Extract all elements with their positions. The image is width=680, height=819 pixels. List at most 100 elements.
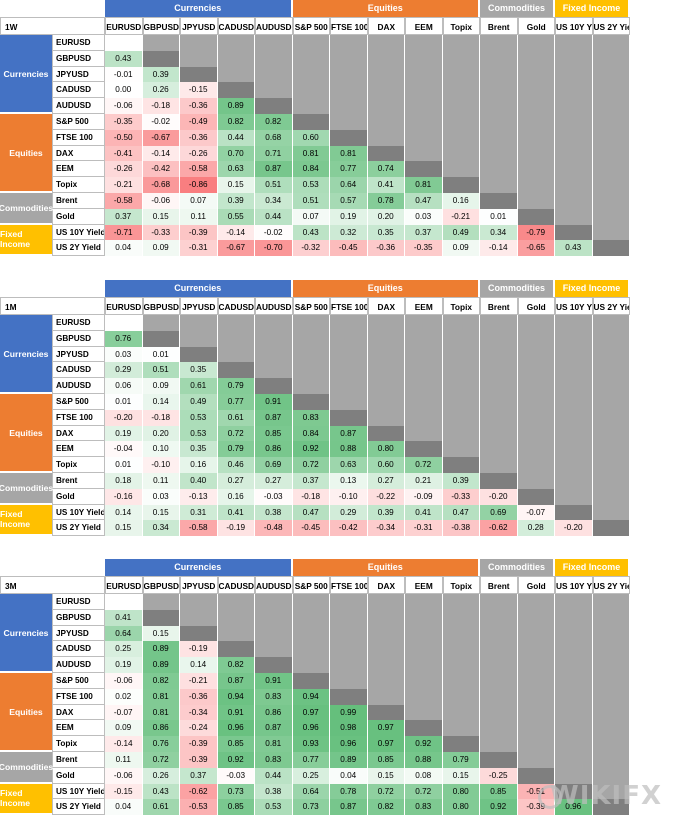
correlation-cell: 0.53 (255, 799, 293, 816)
blank-upper-cell (330, 641, 368, 658)
blank-upper-cell (405, 66, 443, 83)
diagonal-cell (480, 472, 518, 489)
correlation-cell: 0.82 (217, 657, 255, 673)
row-label: DAX (52, 425, 105, 442)
blank-upper-cell (367, 609, 405, 626)
column-header: EEM (405, 17, 443, 35)
blank-upper-cell (555, 378, 593, 394)
correlation-cell: 0.34 (480, 224, 518, 241)
blank-upper-cell (217, 346, 255, 363)
blank-upper-cell (480, 346, 518, 363)
blank-upper-cell (367, 625, 405, 642)
correlation-cell: 0.72 (367, 783, 405, 800)
row-label: CADUSD (52, 362, 105, 379)
correlation-cell: -0.14 (105, 736, 143, 752)
diagonal-cell (217, 362, 255, 379)
correlation-cell: -0.35 (105, 113, 143, 130)
correlation-cell: -0.36 (180, 98, 218, 114)
diagonal-cell (292, 393, 330, 410)
blank-upper-cell (292, 362, 330, 379)
blank-upper-cell (517, 346, 555, 363)
correlation-cell: -0.03 (255, 488, 293, 505)
correlation-cell: 0.43 (555, 240, 593, 257)
blank-upper-cell (292, 641, 330, 658)
diagonal-cell (105, 315, 143, 331)
correlation-cell: 0.15 (105, 520, 143, 537)
blank-upper-cell (592, 657, 630, 673)
row-label: US 2Y Yield (52, 799, 105, 816)
row-label: Gold (52, 767, 105, 784)
column-header: S&P 500 (292, 297, 330, 315)
blank-upper-cell (330, 672, 368, 689)
blank-upper-cell (255, 35, 293, 51)
correlation-cell: 0.69 (480, 504, 518, 521)
diagonal-cell (592, 520, 630, 537)
blank-upper-cell (592, 82, 630, 99)
table-row: US 2Y Yield 0.15 0.34 -0.58 -0.19 -0.48 -0.45-… (0, 520, 680, 537)
row-label: GBPUSD (52, 50, 105, 67)
correlation-cell: 0.57 (330, 192, 368, 209)
blank-upper-cell (367, 393, 405, 410)
header-blank (0, 559, 105, 576)
column-header: Brent (480, 297, 518, 315)
correlation-cell: 0.89 (217, 98, 255, 114)
blank-upper-cell (330, 50, 368, 67)
blank-upper-cell (367, 113, 405, 130)
diagonal-cell (367, 425, 405, 442)
correlation-cell: 0.32 (330, 224, 368, 241)
correlation-cell: 0.27 (367, 472, 405, 489)
table-row: Gold 0.37 0.15 0.11 0.55 0.44 0.07 0.19 0.20 0.03… (0, 208, 680, 225)
blank-upper-cell (367, 346, 405, 363)
period-label: 1M (0, 297, 105, 315)
correlation-cell: 0.18 (105, 472, 143, 489)
correlation-cell: 0.78 (367, 192, 405, 209)
correlation-cell: 0.37 (405, 224, 443, 241)
row-label: Brent (52, 472, 105, 489)
blank-upper-cell (592, 457, 630, 473)
blank-upper-cell (442, 98, 480, 114)
blank-upper-cell (292, 315, 330, 331)
correlation-cell: 0.14 (180, 657, 218, 673)
correlation-cell: -0.36 (180, 129, 218, 146)
correlation-cell: 0.68 (255, 129, 293, 146)
correlation-cell: 0.81 (255, 736, 293, 752)
blank-upper-cell (442, 641, 480, 658)
blank-upper-cell (555, 35, 593, 51)
blank-upper-cell (592, 330, 630, 347)
row-label: Topix (52, 736, 105, 752)
blank-upper-cell (592, 488, 630, 505)
blank-upper-cell (592, 346, 630, 363)
correlation-cell: 0.39 (217, 192, 255, 209)
correlation-cell: 0.81 (330, 145, 368, 162)
blank-upper-cell (592, 704, 630, 721)
correlation-cell: -0.18 (142, 409, 180, 426)
blank-upper-cell (180, 330, 218, 347)
row-label: JPYUSD (52, 66, 105, 83)
blank-upper-cell (592, 66, 630, 83)
blank-upper-cell (555, 393, 593, 410)
correlation-cell: 0.15 (142, 504, 180, 521)
row-label: S&P 500 (52, 113, 105, 130)
correlation-cell: 0.79 (217, 378, 255, 394)
correlation-cell: 0.04 (330, 767, 368, 784)
correlation-cell: 0.96 (330, 736, 368, 752)
correlation-cell: 0.85 (217, 736, 255, 752)
blank-upper-cell (330, 66, 368, 83)
column-group-equities: Equities (292, 0, 480, 17)
diagonal-cell (330, 129, 368, 146)
blank-upper-cell (217, 594, 255, 610)
blank-upper-cell (442, 625, 480, 642)
blank-upper-cell (330, 98, 368, 114)
table-row: Gold -0.06 0.26 0.37 -0.03 0.44 0.25 0.04 0.15 0.… (0, 767, 680, 784)
correlation-cell: -0.14 (142, 145, 180, 162)
row-label: Topix (52, 177, 105, 193)
blank-upper-cell (292, 594, 330, 610)
row-label: S&P 500 (52, 393, 105, 410)
correlation-cell: 0.09 (442, 240, 480, 257)
blank-upper-cell (480, 113, 518, 130)
diagonal-cell (292, 113, 330, 130)
blank-upper-cell (555, 50, 593, 67)
correlation-cell: 0.94 (292, 688, 330, 705)
column-header: FTSE 100 (330, 17, 368, 35)
correlation-cell: -0.19 (180, 641, 218, 658)
